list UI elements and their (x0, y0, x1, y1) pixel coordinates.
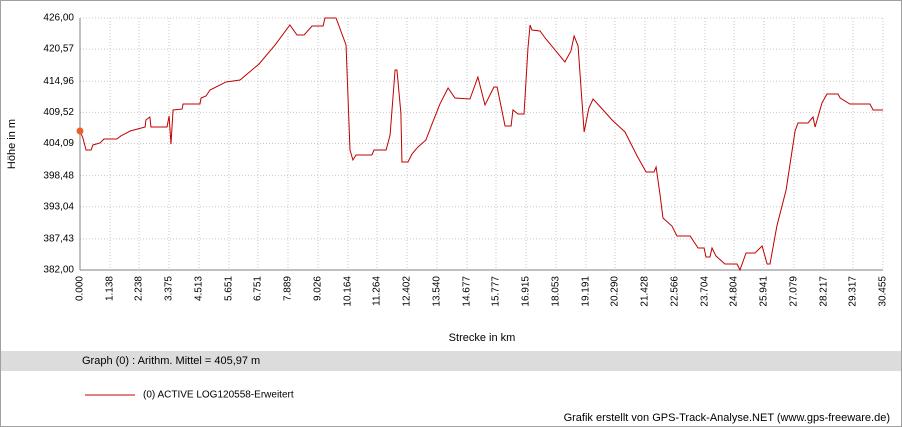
x-tick-label: 4.513 (194, 276, 205, 301)
x-tick-label: 0.000 (75, 276, 86, 301)
y-tick-label: 414,96 (43, 76, 74, 87)
x-tick-label: 15.777 (491, 276, 502, 307)
x-tick-label: 5.651 (224, 276, 235, 301)
x-tick-label: 30.455 (878, 276, 889, 307)
y-tick-label: 398,48 (43, 170, 74, 181)
x-tick-label: 13.540 (432, 276, 443, 307)
y-tick-label: 426,00 (43, 13, 74, 24)
x-axis-label: Strecke in km (449, 332, 516, 344)
x-tick-label: 21.428 (640, 276, 651, 307)
x-tick-label: 18.053 (551, 276, 562, 307)
x-tick-label: 25.941 (759, 276, 770, 307)
y-tick-label: 387,43 (43, 234, 74, 245)
x-tick-label: 22.566 (670, 276, 681, 307)
x-tick-label: 24.804 (729, 276, 740, 307)
credit: Grafik erstellt von GPS-Track-Analyse.NE… (564, 412, 890, 424)
x-tick-label: 10.164 (343, 276, 354, 307)
y-tick-label: 404,09 (43, 138, 74, 149)
x-tick-label: 29.317 (848, 276, 859, 307)
y-tick-label: 409,52 (43, 107, 74, 118)
x-tick-label: 9.026 (313, 276, 324, 301)
x-tick-label: 11.264 (372, 276, 383, 306)
x-tick-label: 27.079 (789, 276, 800, 307)
start-marker (76, 127, 84, 135)
summary: Graph (0) : Arithm. Mittel = 405,97 m (82, 355, 260, 367)
x-tick-label: 3.375 (164, 276, 175, 301)
x-tick-label: 28.217 (819, 276, 830, 307)
y-tick-label: 382,00 (43, 265, 74, 276)
x-tick-label: 1.138 (105, 276, 116, 301)
x-tick-label: 23.704 (700, 276, 711, 307)
summary-band (1, 351, 901, 371)
x-tick-label: 2.238 (134, 276, 145, 301)
x-tick-label: 16.915 (521, 276, 532, 307)
y-tick-label: 393,04 (43, 201, 74, 212)
y-tick-label: 420,57 (43, 44, 74, 55)
y-axis-label: Höhe in m (6, 119, 18, 169)
x-tick-label: 6.751 (253, 276, 264, 301)
x-tick-label: 12.402 (402, 276, 413, 307)
x-tick-label: 19.191 (581, 276, 592, 307)
series-line (79, 17, 883, 272)
x-tick-label: 20.290 (610, 276, 621, 307)
x-tick-label: 14.677 (462, 276, 473, 307)
x-tick-label: 7.889 (283, 276, 294, 301)
legend-label: (0) ACTIVE LOG120558-Erweitert (143, 390, 294, 401)
